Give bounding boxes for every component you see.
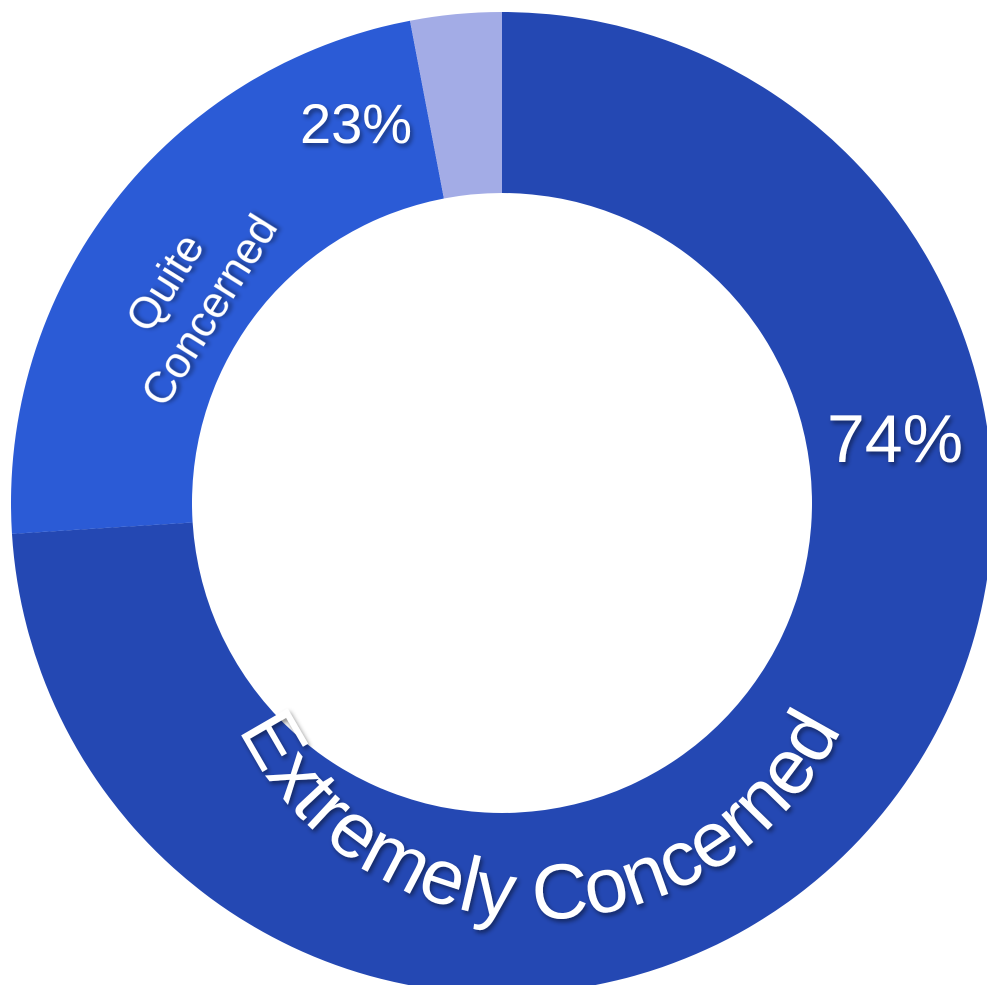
- data-label-extremely-concerned-percent: 74%: [827, 401, 963, 477]
- data-label-quite-concerned-percent: 23%: [300, 92, 412, 155]
- slice-quite-concerned: [10, 20, 444, 534]
- slice-other: [409, 12, 502, 199]
- slices-layer: [10, 12, 987, 985]
- slice-extremely-concerned: [11, 12, 987, 985]
